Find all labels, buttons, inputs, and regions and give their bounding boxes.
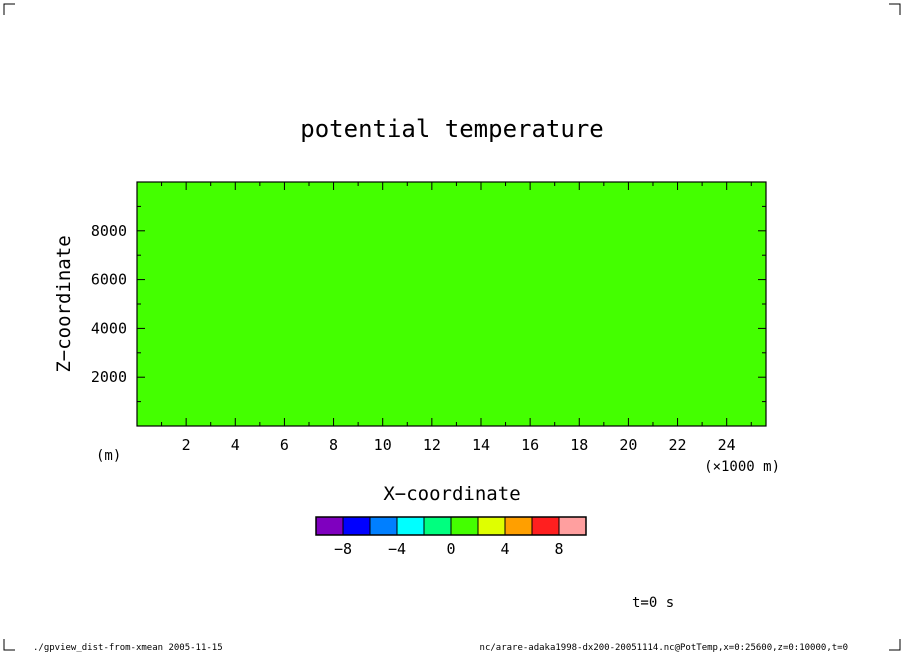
- y-ticks: 2000 4000 6000 8000: [91, 205, 766, 403]
- colorbar-swatch: [369, 516, 398, 536]
- colorbar-swatch: [504, 516, 533, 536]
- x-tick-label: 16: [521, 436, 539, 454]
- colorbar-frame: [315, 516, 587, 536]
- corner-marks: [3, 3, 901, 651]
- colorbar-swatch: [450, 516, 479, 536]
- colorbar-swatch: [315, 516, 344, 536]
- y-axis-label: Z−coordinate: [53, 235, 75, 372]
- colorbar-swatch: [531, 516, 560, 536]
- colorbar-swatch: [396, 516, 425, 536]
- y-axis-units: (m): [96, 448, 121, 464]
- x-tick-label: 24: [718, 436, 736, 454]
- x-axis-units: (×1000 m): [704, 459, 780, 475]
- x-tick-label: 6: [280, 436, 289, 454]
- x-tick-label: 20: [619, 436, 637, 454]
- x-tick-label: 14: [472, 436, 490, 454]
- colorbar-swatch: [423, 516, 452, 536]
- colorbar-tick-label: 0: [446, 540, 455, 558]
- x-tick-label: 10: [374, 436, 392, 454]
- x-tick-label: 2: [182, 436, 191, 454]
- potential-temperature-field: [137, 182, 766, 426]
- y-tick-label: 4000: [91, 319, 127, 337]
- colorbar-swatch: [477, 516, 506, 536]
- colorbar: −8 −4 0 4 8: [315, 516, 587, 558]
- footer-right: nc/arare-adaka1998-dx200-20051114.nc@Pot…: [480, 643, 848, 653]
- x-axis-label: X−coordinate: [383, 483, 520, 505]
- y-tick-label: 8000: [91, 222, 127, 240]
- x-tick-label: 22: [669, 436, 687, 454]
- x-tick-label: 4: [231, 436, 240, 454]
- colorbar-swatch: [558, 516, 587, 536]
- colorbar-swatch: [342, 516, 371, 536]
- colorbar-tick-label: −8: [334, 540, 352, 558]
- colorbar-tick-label: 4: [500, 540, 509, 558]
- time-label: t=0 s: [632, 595, 674, 611]
- x-ticks: 2 4 6 8 10 12 14 16 18 20 22 24: [136, 182, 752, 454]
- footer-left: ./gpview_dist-from-xmean 2005-11-15: [33, 643, 223, 653]
- colorbar-tick-label: 8: [554, 540, 563, 558]
- y-tick-label: 2000: [91, 368, 127, 386]
- y-tick-label: 6000: [91, 271, 127, 289]
- x-tick-label: 8: [329, 436, 338, 454]
- chart-title: potential temperature: [300, 115, 603, 143]
- x-tick-label: 18: [570, 436, 588, 454]
- x-tick-label: 12: [423, 436, 441, 454]
- colorbar-tick-label: −4: [388, 540, 406, 558]
